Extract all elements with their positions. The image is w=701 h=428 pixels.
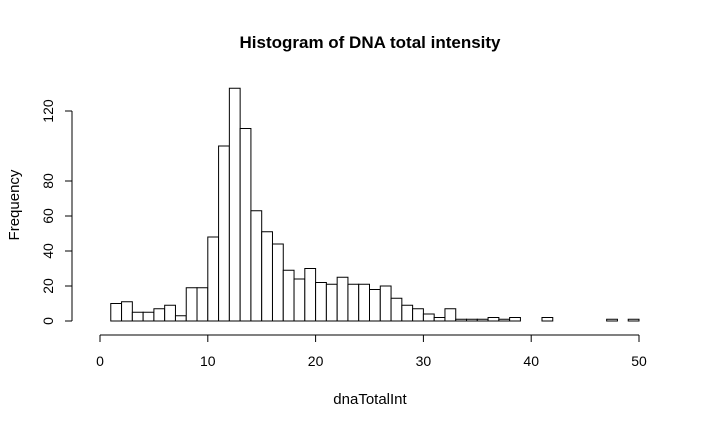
histogram-bar [412,308,424,322]
histogram-bar [606,318,618,322]
histogram-bar [304,268,317,322]
histogram-bar [347,283,360,322]
histogram-bar [325,283,338,322]
x-tick-label: 0 [96,353,104,369]
histogram-bar [509,317,521,322]
bars-group [110,87,640,322]
histogram-bar [433,317,446,322]
histogram-bar [282,269,295,322]
x-axis-label: dnaTotalInt [333,391,407,408]
chart-title: Histogram of DNA total intensity [240,33,502,52]
histogram-bar [174,315,187,322]
histogram-bar [390,297,403,322]
y-tick-label: 20 [40,278,56,294]
histogram-bar [185,287,198,322]
histogram-bar [228,87,241,322]
histogram-bar [196,287,209,322]
histogram-bar [498,318,511,322]
x-tick-label: 40 [523,353,539,369]
histogram-bar [476,318,489,322]
y-tick-label: 60 [40,208,56,224]
histogram-bar [271,243,284,322]
histogram-bar [250,210,263,322]
histogram-bar [207,236,220,322]
histogram-bar [444,308,457,322]
histogram-bar [358,283,371,322]
histogram-bar [466,318,478,322]
histogram-bar [121,301,133,322]
x-tick-label: 50 [631,353,647,369]
histogram-bar [239,128,252,322]
y-tick-label: 0 [40,317,56,325]
y-tick-label: 120 [40,99,56,123]
histogram-bar [541,317,554,322]
histogram-bar [293,278,306,322]
histogram-bar [131,311,144,322]
histogram-bar [164,304,176,322]
y-tick-label: 40 [40,243,56,259]
histogram-bar [455,318,468,322]
histogram-bar [369,289,381,322]
histogram-bar [401,304,414,322]
x-tick-label: 20 [308,353,324,369]
x-axis: 0 10 20 30 40 50 [96,334,647,369]
histogram-bar [153,308,166,322]
histogram-bar [261,231,273,322]
x-tick-label: 10 [200,353,216,369]
histogram-bar [627,318,640,322]
x-tick-label: 30 [416,353,432,369]
histogram-bar [218,145,230,322]
histogram-bar [336,276,349,322]
y-axis: 0 20 40 60 80 120 [40,99,73,325]
y-axis-label: Frequency [6,169,23,240]
histogram-bar [315,282,327,322]
histogram-bar [487,317,500,322]
y-tick-label: 80 [40,173,56,189]
histogram-bar [110,303,123,322]
histogram-bar [422,313,435,322]
histogram-bar [142,311,155,322]
histogram-bar [379,285,392,322]
